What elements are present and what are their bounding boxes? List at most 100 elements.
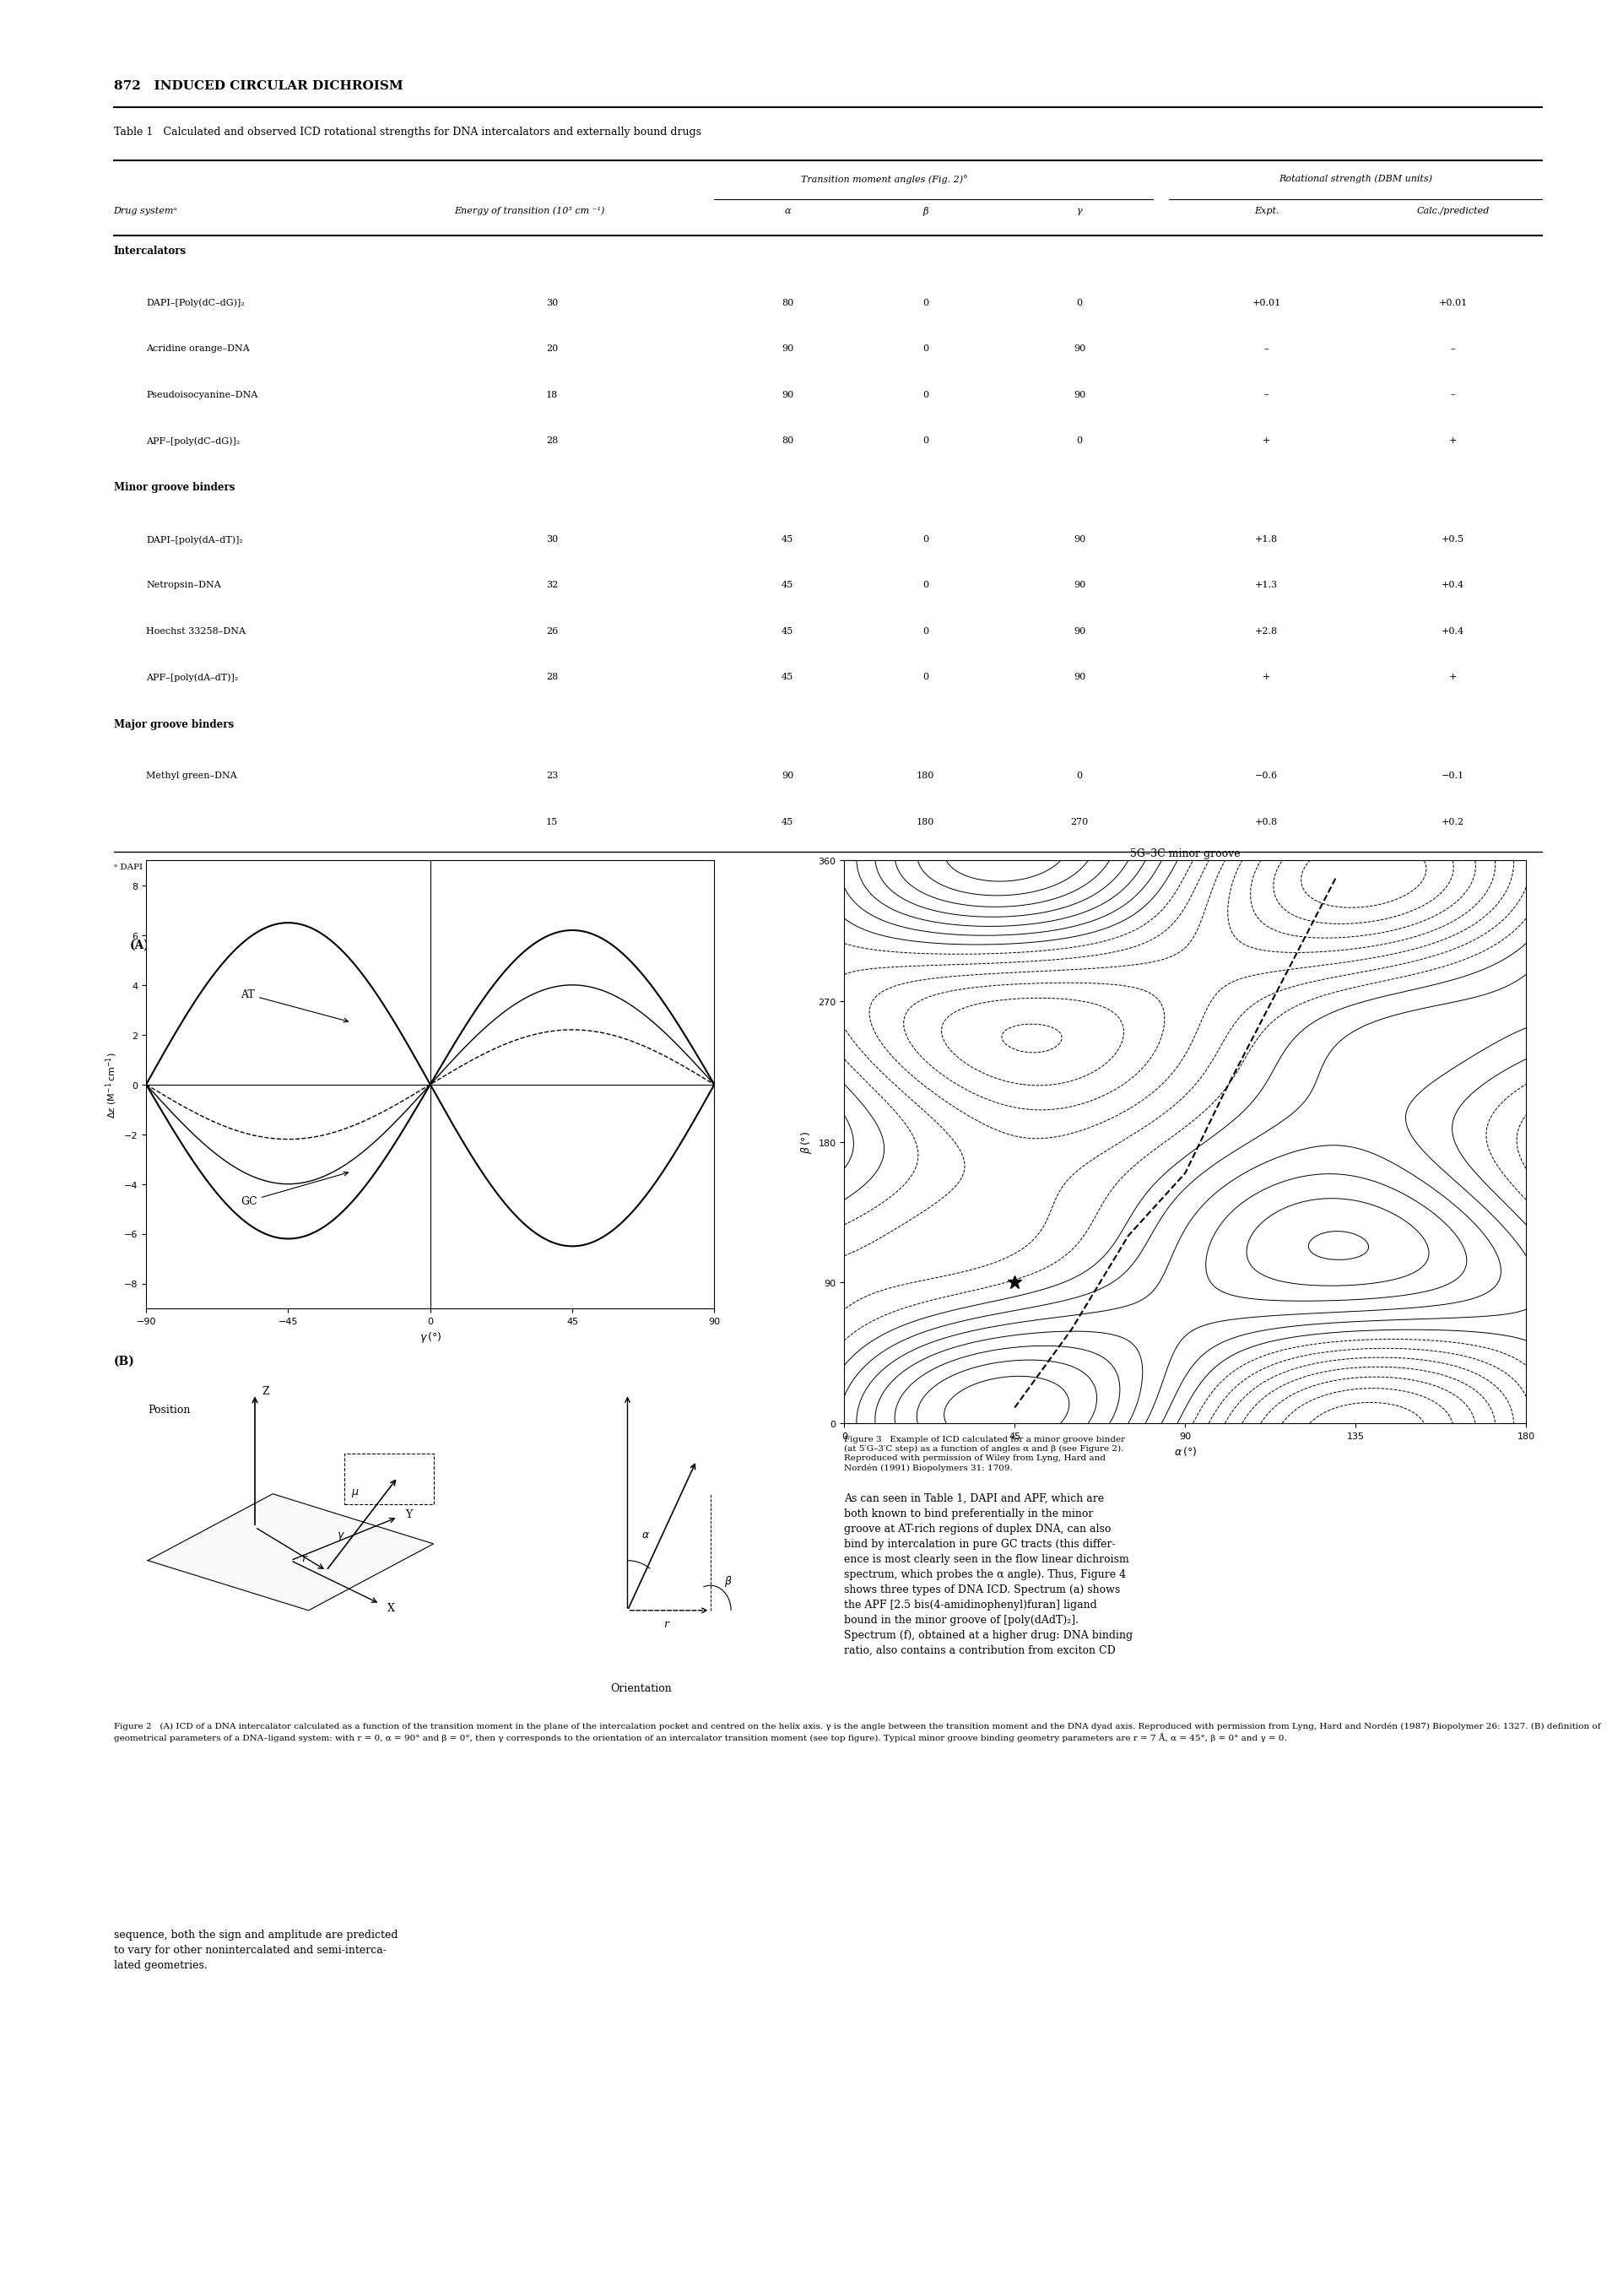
Text: Acridine orange–DNA: Acridine orange–DNA bbox=[146, 344, 250, 354]
Text: +0.01: +0.01 bbox=[1251, 298, 1281, 308]
Text: Hoechst 33258–DNA: Hoechst 33258–DNA bbox=[146, 627, 245, 636]
Text: 90: 90 bbox=[781, 771, 794, 781]
Text: DAPI–[Poly(dC–dG)]₂: DAPI–[Poly(dC–dG)]₂ bbox=[146, 298, 245, 308]
Text: Netropsin–DNA: Netropsin–DNA bbox=[146, 581, 221, 590]
X-axis label: $\alpha\,(°)$: $\alpha\,(°)$ bbox=[1173, 1444, 1196, 1458]
Text: 90: 90 bbox=[1073, 627, 1086, 636]
Text: 28: 28 bbox=[545, 436, 558, 445]
Text: sequence, both the sign and amplitude are predicted
to vary for other noninterca: sequence, both the sign and amplitude ar… bbox=[114, 1929, 398, 1970]
Text: 180: 180 bbox=[915, 817, 935, 827]
Text: $\mu$: $\mu$ bbox=[351, 1486, 359, 1499]
Y-axis label: $\beta\,(°)$: $\beta\,(°)$ bbox=[799, 1132, 813, 1153]
Text: β: β bbox=[922, 207, 928, 216]
Text: 26: 26 bbox=[545, 627, 558, 636]
Text: $\alpha$: $\alpha$ bbox=[641, 1529, 649, 1541]
Text: 30: 30 bbox=[545, 298, 558, 308]
Text: Major groove binders: Major groove binders bbox=[114, 719, 234, 730]
Text: 872   INDUCED CIRCULAR DICHROISM: 872 INDUCED CIRCULAR DICHROISM bbox=[114, 80, 403, 92]
Text: ᵃ DAPI = 4,6-diamidino-2-phenylindole and APF = 2,5-bis(4-amidinophenyl)furan.: ᵃ DAPI = 4,6-diamidino-2-phenylindole an… bbox=[114, 863, 476, 870]
Text: −0.1: −0.1 bbox=[1441, 771, 1464, 781]
Text: 90: 90 bbox=[781, 390, 794, 400]
Title: 5G–3C minor groove: 5G–3C minor groove bbox=[1130, 847, 1240, 859]
Text: 80: 80 bbox=[781, 436, 794, 445]
Text: Energy of transition (10³ cm ⁻¹): Energy of transition (10³ cm ⁻¹) bbox=[454, 207, 605, 216]
Text: 0: 0 bbox=[922, 627, 928, 636]
Text: AT: AT bbox=[240, 990, 347, 1022]
Text: 90: 90 bbox=[1073, 535, 1086, 544]
Text: 0: 0 bbox=[1076, 436, 1083, 445]
Text: +0.4: +0.4 bbox=[1441, 581, 1464, 590]
Text: +0.5: +0.5 bbox=[1441, 535, 1464, 544]
Text: Transition moment angles (Fig. 2)°: Transition moment angles (Fig. 2)° bbox=[802, 174, 967, 184]
Text: 45: 45 bbox=[781, 817, 794, 827]
Text: +0.01: +0.01 bbox=[1438, 298, 1467, 308]
Text: 45: 45 bbox=[781, 627, 794, 636]
Text: r: r bbox=[302, 1552, 307, 1564]
Text: +: + bbox=[1449, 673, 1456, 682]
Text: 270: 270 bbox=[1070, 817, 1089, 827]
Polygon shape bbox=[148, 1495, 433, 1612]
Text: –: – bbox=[1451, 390, 1454, 400]
Text: 20: 20 bbox=[545, 344, 558, 354]
Text: 0: 0 bbox=[922, 673, 928, 682]
Bar bbox=[344, 1453, 433, 1504]
Text: α: α bbox=[784, 207, 790, 216]
Y-axis label: $\Delta\varepsilon\;(\mathrm{M}^{-1}\,\mathrm{cm}^{-1})$: $\Delta\varepsilon\;(\mathrm{M}^{-1}\,\m… bbox=[104, 1052, 118, 1118]
Text: 90: 90 bbox=[1073, 390, 1086, 400]
Text: Rotational strength (DBM units): Rotational strength (DBM units) bbox=[1279, 174, 1431, 184]
Text: 0: 0 bbox=[922, 581, 928, 590]
Text: Orientation: Orientation bbox=[610, 1683, 672, 1694]
Text: –: – bbox=[1451, 344, 1454, 354]
Text: Pseudoisocyanine–DNA: Pseudoisocyanine–DNA bbox=[146, 390, 258, 400]
Text: Y: Y bbox=[404, 1508, 412, 1520]
Text: γ: γ bbox=[1076, 207, 1083, 216]
Text: APF–[poly(dC–dG)]₂: APF–[poly(dC–dG)]₂ bbox=[146, 436, 240, 445]
Text: +0.2: +0.2 bbox=[1441, 817, 1464, 827]
Text: –: – bbox=[1264, 390, 1268, 400]
Text: 30: 30 bbox=[545, 535, 558, 544]
Text: Z: Z bbox=[261, 1387, 269, 1396]
Text: 0: 0 bbox=[1076, 298, 1083, 308]
Text: DAPI–[poly(dA–dT)]₂: DAPI–[poly(dA–dT)]₂ bbox=[146, 535, 243, 544]
Text: Calc./predicted: Calc./predicted bbox=[1417, 207, 1488, 216]
Text: Intercalators: Intercalators bbox=[114, 246, 187, 257]
Text: 18: 18 bbox=[545, 390, 558, 400]
Text: 0: 0 bbox=[1076, 771, 1083, 781]
Text: 45: 45 bbox=[781, 535, 794, 544]
Text: +2.8: +2.8 bbox=[1255, 627, 1277, 636]
Text: GC: GC bbox=[240, 1171, 347, 1208]
Text: As can seen in Table 1, DAPI and APF, which are
both known to bind preferentiall: As can seen in Table 1, DAPI and APF, wh… bbox=[844, 1492, 1133, 1655]
Text: r: r bbox=[664, 1619, 669, 1630]
Text: 23: 23 bbox=[545, 771, 558, 781]
Text: (A): (A) bbox=[130, 939, 149, 951]
Text: 28: 28 bbox=[545, 673, 558, 682]
Text: 32: 32 bbox=[545, 581, 558, 590]
X-axis label: $\gamma\,(°)$: $\gamma\,(°)$ bbox=[419, 1329, 441, 1345]
Text: +: + bbox=[1263, 436, 1269, 445]
Text: 0: 0 bbox=[922, 298, 928, 308]
Text: Drug systemᵃ: Drug systemᵃ bbox=[114, 207, 177, 216]
Text: Figure 2   (A) ICD of a DNA intercalator calculated as a function of the transit: Figure 2 (A) ICD of a DNA intercalator c… bbox=[114, 1722, 1600, 1740]
Text: 90: 90 bbox=[1073, 581, 1086, 590]
Text: X: X bbox=[386, 1603, 394, 1614]
Text: −0.6: −0.6 bbox=[1255, 771, 1277, 781]
Text: 0: 0 bbox=[922, 344, 928, 354]
Text: APF–[poly(dA–dT)]₂: APF–[poly(dA–dT)]₂ bbox=[146, 673, 239, 682]
Text: 45: 45 bbox=[781, 673, 794, 682]
Text: Methyl green–DNA: Methyl green–DNA bbox=[146, 771, 237, 781]
Text: +: + bbox=[1449, 436, 1456, 445]
Text: Expt.: Expt. bbox=[1253, 207, 1279, 216]
Text: 90: 90 bbox=[781, 344, 794, 354]
Text: 0: 0 bbox=[922, 535, 928, 544]
Text: +1.3: +1.3 bbox=[1255, 581, 1277, 590]
Text: 0: 0 bbox=[922, 390, 928, 400]
Text: $\beta$: $\beta$ bbox=[724, 1573, 732, 1589]
Text: 90: 90 bbox=[1073, 344, 1086, 354]
Text: Position: Position bbox=[148, 1405, 190, 1414]
Text: Table 1   Calculated and observed ICD rotational strengths for DNA intercalators: Table 1 Calculated and observed ICD rota… bbox=[114, 126, 701, 138]
Text: 15: 15 bbox=[545, 817, 558, 827]
Text: Minor groove binders: Minor groove binders bbox=[114, 482, 235, 494]
Text: +0.8: +0.8 bbox=[1255, 817, 1277, 827]
Text: (B): (B) bbox=[114, 1355, 135, 1366]
Text: 90: 90 bbox=[1073, 673, 1086, 682]
